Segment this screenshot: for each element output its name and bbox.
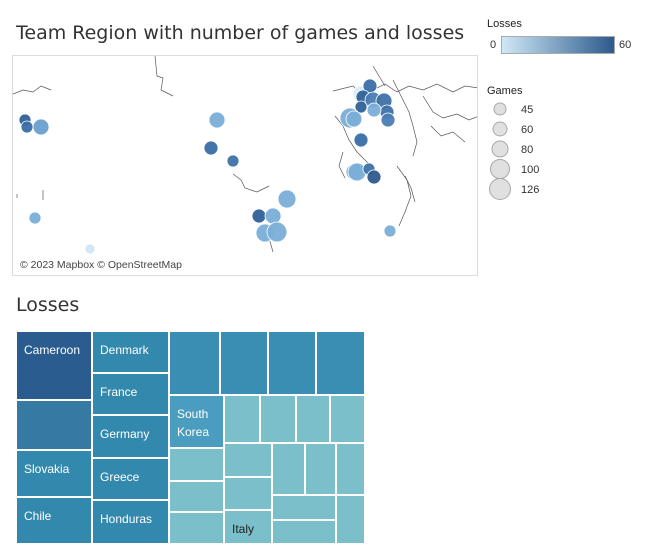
- team-bubble[interactable]: [366, 102, 382, 118]
- games-legend-value: 80: [521, 144, 533, 156]
- team-bubble[interactable]: [366, 169, 382, 185]
- team-bubble[interactable]: [208, 111, 226, 129]
- treemap-tile[interactable]: [169, 448, 224, 481]
- map-bubbles[interactable]: [18, 78, 397, 255]
- team-bubble[interactable]: [347, 162, 367, 182]
- treemap-tile[interactable]: South Korea: [169, 395, 224, 448]
- treemap-tile[interactable]: France: [92, 373, 169, 415]
- team-bubble[interactable]: [383, 224, 397, 238]
- team-bubble[interactable]: [32, 118, 50, 136]
- treemap-tile[interactable]: [224, 395, 260, 443]
- losses-treemap[interactable]: Cameroon Denmark France South Korea Germany S…: [16, 331, 365, 544]
- team-bubble[interactable]: [380, 112, 396, 128]
- team-bubble[interactable]: [354, 100, 368, 114]
- map-canvas[interactable]: [13, 56, 478, 276]
- games-legend-circle: [490, 159, 510, 179]
- team-bubble[interactable]: [353, 132, 369, 148]
- games-legend-circle: [491, 140, 509, 158]
- treemap-tile-label: Germany: [100, 427, 150, 441]
- treemap-tile[interactable]: [224, 443, 272, 477]
- treemap-tile[interactable]: [220, 331, 268, 395]
- team-bubble[interactable]: [226, 154, 240, 168]
- losses-legend-min: 0: [490, 39, 497, 51]
- games-legend-value: 100: [521, 164, 539, 176]
- games-legend-value: 60: [521, 124, 533, 136]
- team-bubble[interactable]: [20, 120, 34, 134]
- treemap-tile[interactable]: Chile: [16, 497, 92, 544]
- team-bubble[interactable]: [266, 221, 288, 243]
- treemap-tile[interactable]: [272, 495, 336, 520]
- treemap-title: Losses: [16, 294, 80, 316]
- team-bubble[interactable]: [28, 211, 42, 225]
- map-attribution[interactable]: © 2023 Mapbox © OpenStreetMap: [20, 259, 182, 271]
- treemap-tile[interactable]: Cameroon: [16, 331, 92, 400]
- treemap-tile[interactable]: [336, 443, 365, 495]
- treemap-tile[interactable]: Honduras: [92, 500, 169, 544]
- treemap-tile-label: Greece: [100, 470, 140, 484]
- treemap-tile[interactable]: [305, 443, 336, 495]
- treemap-tile[interactable]: [224, 477, 272, 510]
- treemap-tile[interactable]: [272, 443, 305, 495]
- treemap-tile[interactable]: Italy: [224, 510, 272, 544]
- treemap-tile[interactable]: Greece: [92, 458, 169, 500]
- games-legend-circle: [493, 102, 507, 116]
- team-bubble[interactable]: [264, 207, 282, 225]
- treemap-tile[interactable]: [316, 331, 365, 395]
- treemap-tile[interactable]: [336, 495, 365, 544]
- team-bubble[interactable]: [203, 140, 219, 156]
- treemap-tile-label: Cameroon: [24, 343, 81, 357]
- treemap-tile-label: Denmark: [100, 343, 149, 357]
- losses-color-ramp: [501, 36, 615, 54]
- treemap-tile[interactable]: [296, 395, 330, 443]
- losses-legend-title: Losses: [487, 18, 522, 30]
- world-map[interactable]: © 2023 Mapbox © OpenStreetMap: [12, 55, 478, 276]
- team-bubble[interactable]: [84, 243, 96, 255]
- treemap-tile-label: Honduras: [100, 512, 153, 526]
- team-bubble[interactable]: [251, 208, 267, 224]
- treemap-tile[interactable]: [16, 400, 92, 450]
- map-boundaries: [13, 56, 477, 253]
- treemap-tile[interactable]: [260, 395, 296, 443]
- games-legend-value: 126: [521, 184, 539, 196]
- games-legend-title: Games: [487, 85, 523, 97]
- games-size-legend: 45 60 80 100 126: [489, 102, 539, 200]
- treemap-tile[interactable]: [272, 520, 336, 544]
- treemap-tile[interactable]: [169, 481, 224, 512]
- map-title: Team Region with number of games and los…: [16, 22, 465, 44]
- treemap-tile[interactable]: Denmark: [92, 331, 169, 373]
- treemap-tile[interactable]: Slovakia: [16, 450, 92, 497]
- games-legend-circle: [492, 121, 508, 137]
- team-bubble[interactable]: [277, 189, 297, 209]
- treemap-tile[interactable]: [330, 395, 365, 443]
- games-legend-value: 45: [521, 104, 533, 116]
- treemap-tile[interactable]: [169, 331, 220, 395]
- losses-legend-max: 60: [619, 39, 632, 51]
- treemap-tile-label: Italy: [232, 522, 255, 536]
- treemap-tile-label: France: [100, 385, 138, 399]
- treemap-tile-label: Chile: [24, 509, 52, 523]
- treemap-tile[interactable]: [169, 512, 224, 544]
- treemap-tile[interactable]: [268, 331, 316, 395]
- treemap-tile-label: South Korea: [177, 407, 210, 439]
- games-legend-circle: [489, 178, 511, 200]
- treemap-tile-label: Slovakia: [24, 462, 70, 476]
- team-bubble[interactable]: [345, 110, 363, 128]
- treemap-tile[interactable]: Germany: [92, 415, 169, 458]
